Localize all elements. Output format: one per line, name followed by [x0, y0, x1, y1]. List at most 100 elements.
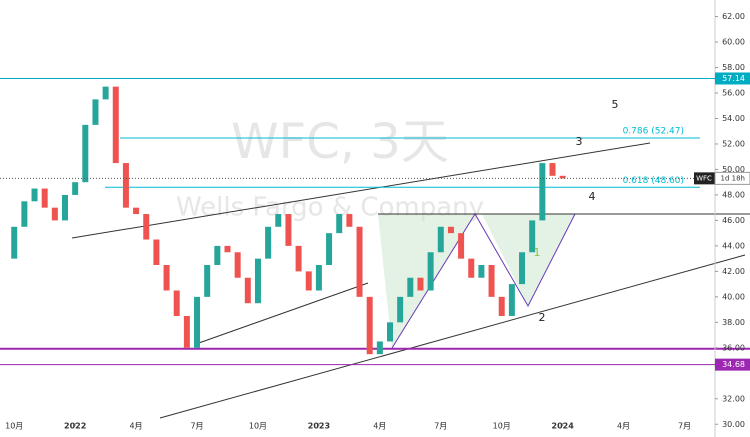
level-tag — [715, 358, 750, 371]
candle — [366, 296, 373, 355]
candle — [285, 214, 292, 246]
candle — [194, 296, 201, 348]
trend-line — [71, 142, 651, 239]
y-tick-label: 58.00 — [722, 63, 745, 72]
candle — [508, 284, 515, 316]
level-label: 34.68 — [722, 360, 745, 369]
x-tick-label: 10月 — [493, 422, 511, 431]
y-tick-label: 50.00 — [722, 165, 745, 174]
handle-area — [482, 214, 575, 306]
candle — [102, 86, 109, 100]
candle — [224, 245, 231, 253]
y-tick-label: 54.00 — [722, 114, 745, 123]
wave-label: 4 — [589, 190, 596, 203]
candle — [62, 194, 68, 221]
x-tick-label: 7月 — [434, 422, 447, 431]
candle — [254, 258, 261, 304]
y-tick-label: 62.00 — [722, 12, 745, 21]
candle — [326, 233, 333, 266]
x-tick-label: 10月 — [5, 422, 23, 431]
symbol-tag — [694, 172, 715, 185]
candle — [122, 163, 129, 208]
candle — [407, 277, 414, 297]
y-tick-label: 36.00 — [722, 343, 745, 352]
y-tick-label: 40.00 — [722, 292, 745, 301]
x-tick-label: 7月 — [678, 422, 691, 431]
candle — [234, 252, 241, 278]
candle — [72, 182, 79, 195]
candle — [244, 277, 251, 304]
candle — [387, 322, 393, 342]
candle — [82, 124, 89, 183]
candle — [183, 315, 190, 348]
candle — [336, 214, 343, 234]
candle — [305, 271, 312, 291]
candle — [488, 265, 495, 297]
x-tick-label: 2023 — [308, 422, 330, 431]
candle — [315, 265, 322, 291]
fib-label: 0.618 (48.60) — [623, 176, 684, 186]
watermark: WFC, 3天 — [231, 114, 449, 170]
candle — [478, 265, 485, 278]
candle — [214, 245, 221, 266]
wave-label: 1 — [534, 246, 541, 259]
candle — [417, 277, 424, 291]
countdown-tag — [714, 171, 750, 185]
candle — [31, 188, 38, 202]
candle — [265, 226, 272, 259]
candle — [275, 214, 282, 227]
candle — [468, 258, 475, 278]
level-label: 57.14 — [722, 74, 745, 83]
candle — [376, 341, 383, 355]
y-tick-label: 38.00 — [722, 318, 745, 327]
y-tick-label: 60.00 — [722, 38, 745, 47]
candle — [427, 252, 434, 291]
y-tick-label: 46.00 — [722, 216, 745, 225]
candle — [356, 226, 363, 297]
trend-line — [195, 282, 369, 345]
wave-label: 2 — [539, 311, 546, 324]
candle — [173, 290, 180, 316]
candle — [112, 86, 119, 164]
candle — [498, 296, 505, 316]
candle — [92, 99, 99, 125]
wave-label: 5 — [612, 98, 619, 111]
x-tick-label: 2024 — [552, 422, 575, 431]
candle — [397, 296, 404, 323]
candle — [133, 207, 140, 215]
x-tick-label: 7月 — [190, 422, 203, 431]
x-tick-label: 10月 — [249, 422, 267, 431]
candle — [529, 220, 536, 253]
candle — [559, 175, 566, 179]
y-tick-label: 30.00 — [722, 420, 745, 429]
y-tick-label: 52.00 — [722, 139, 745, 148]
candle — [437, 226, 444, 253]
level-tag — [715, 72, 750, 85]
candle — [549, 163, 556, 176]
candle — [447, 226, 454, 234]
x-tick-label: 4月 — [373, 422, 386, 431]
candle — [51, 207, 58, 221]
candle — [539, 163, 546, 221]
x-tick-label: 4月 — [617, 422, 630, 431]
fib-label: 0.786 (52.47) — [623, 126, 684, 136]
symbol-label: WFC — [696, 174, 712, 182]
y-tick-label: 32.00 — [722, 394, 745, 403]
y-tick-label: 56.00 — [722, 89, 745, 98]
y-tick-label: 42.00 — [722, 267, 745, 276]
wave-label: 3 — [576, 135, 583, 148]
x-tick-label: 2022 — [64, 422, 86, 431]
trend-line — [159, 254, 746, 419]
y-tick-label: 48.00 — [722, 190, 745, 199]
candle — [204, 265, 211, 297]
candle — [11, 226, 18, 259]
candle — [21, 201, 28, 227]
candle — [346, 214, 353, 227]
drawings — [0, 142, 750, 419]
candle — [458, 233, 465, 259]
countdown-label: 1d 18h — [721, 174, 745, 182]
candle — [163, 265, 170, 291]
x-tick-label: 4月 — [130, 422, 143, 431]
candle — [295, 245, 302, 272]
